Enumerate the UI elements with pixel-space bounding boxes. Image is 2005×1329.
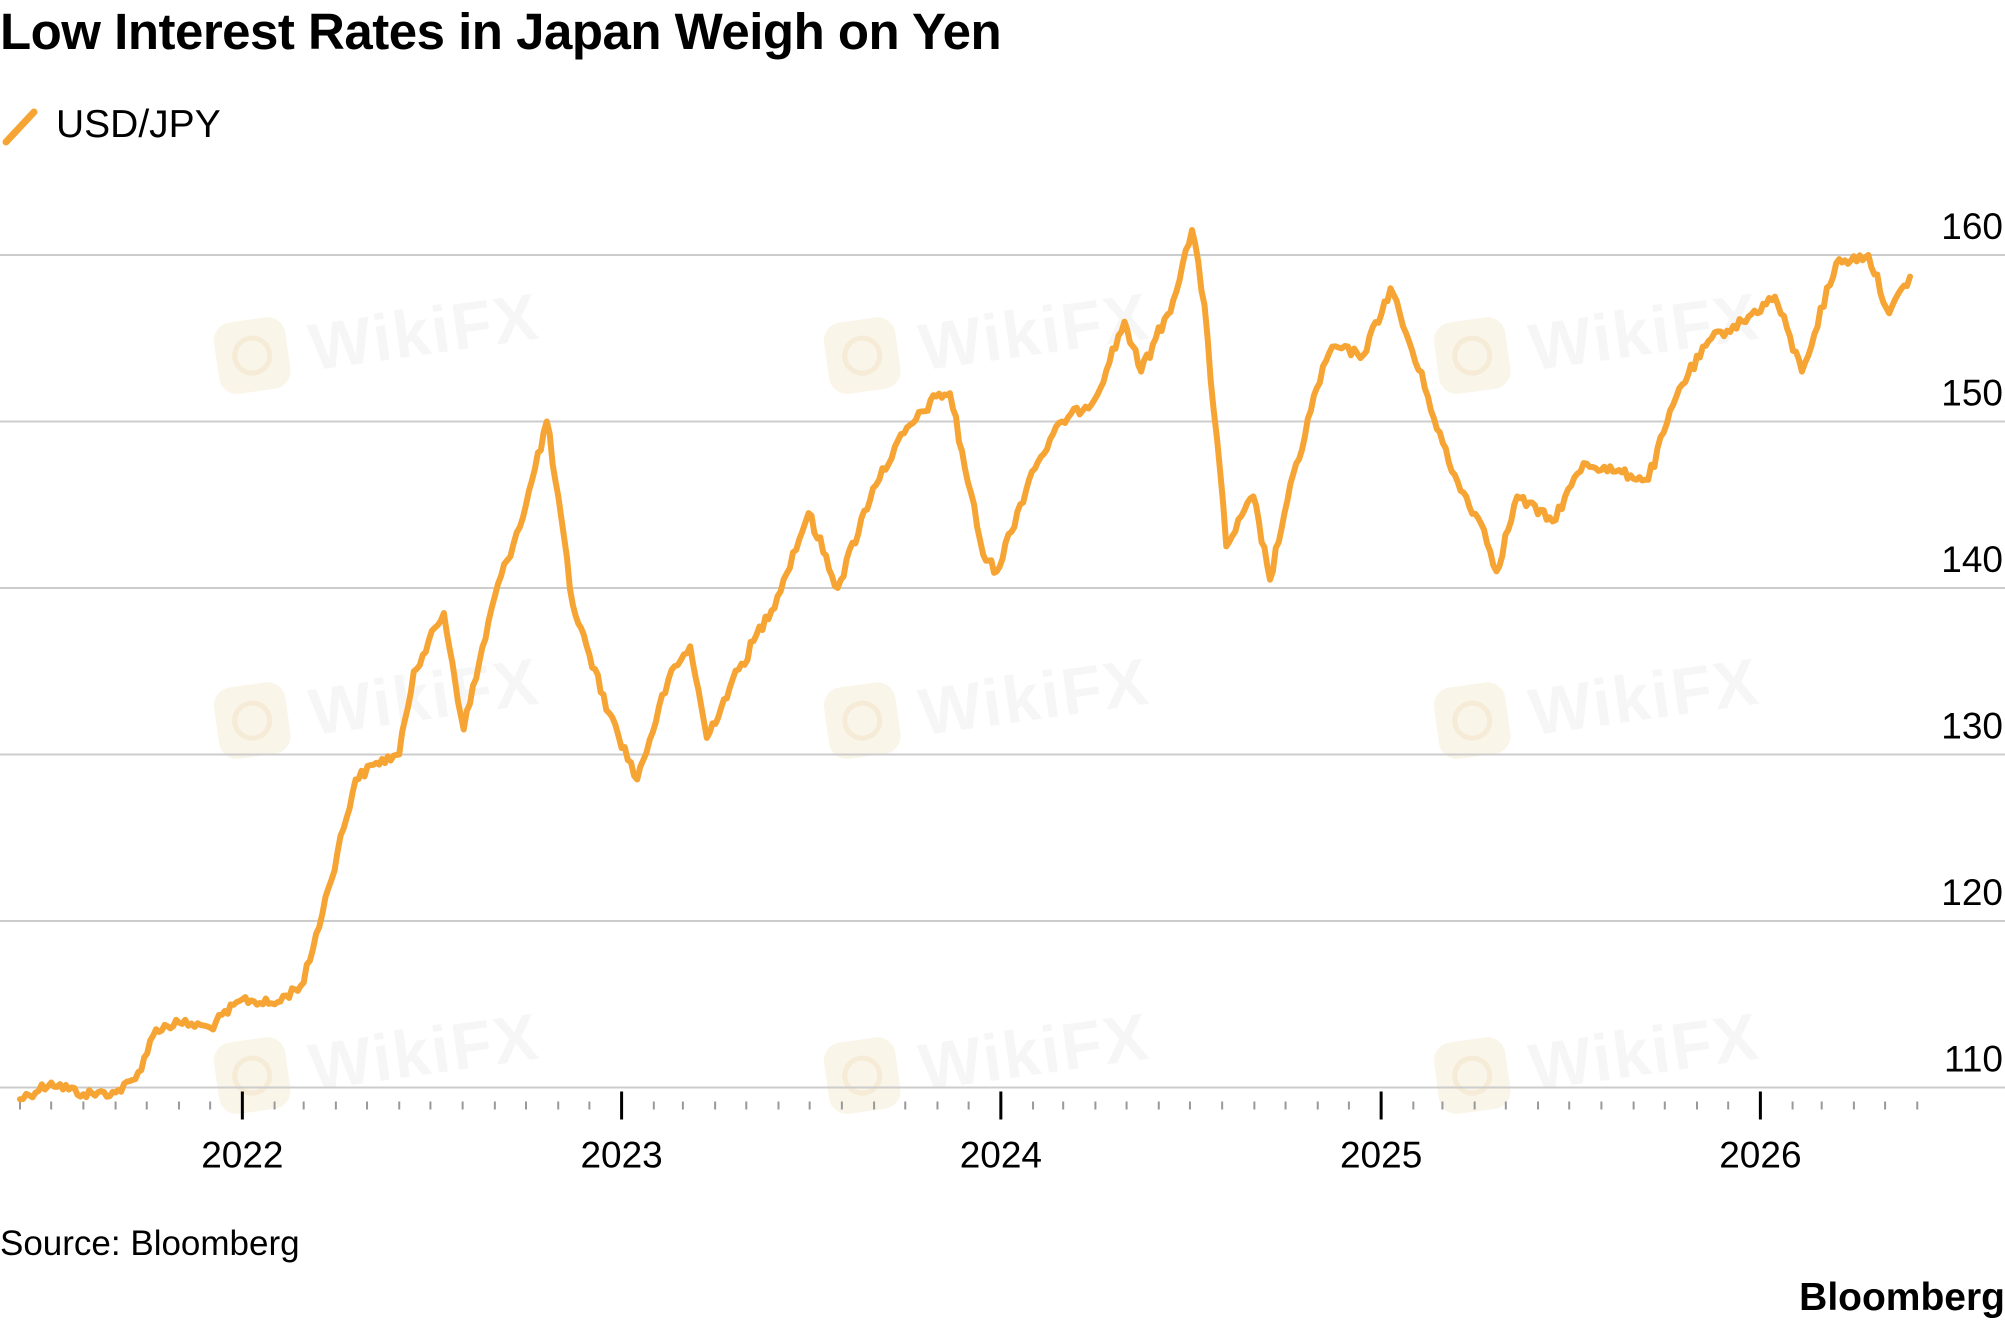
x-tick-label-2022: 2022: [201, 1135, 283, 1176]
y-tick-label-130: 130: [1941, 706, 2003, 747]
y-tick-label-120: 120: [1941, 872, 2003, 913]
series-layer: [17, 227, 1913, 1103]
brand-logo: Bloomberg: [1799, 1276, 2005, 1319]
legend-line-swatch-icon: [2, 108, 38, 146]
y-tick-label-150: 150: [1941, 373, 2003, 414]
chart-title: Low Interest Rates in Japan Weigh on Yen: [0, 3, 1002, 60]
y-tick-label-160: 160: [1941, 206, 2003, 247]
legend-label-usd-jpy: USD/JPY: [56, 103, 221, 146]
legend: USD/JPY: [0, 100, 221, 150]
x-tick-label-2026: 2026: [1719, 1135, 1801, 1176]
x-tick-label-2024: 2024: [960, 1135, 1042, 1176]
y-tick-label-140: 140: [1941, 539, 2003, 580]
series-line-usd-jpy: [17, 227, 1913, 1103]
gridlines: [0, 254, 2005, 1089]
axis-labels: 110 120 130 140 150 160 2022 2023 2024 2025 2026: [201, 206, 2003, 1176]
chart-plot: 110 120 130 140 150 160 2022 2023 2024 2025 2026: [0, 206, 2005, 1176]
source-note: Source: Bloomberg: [0, 1224, 300, 1263]
y-tick-label-110: 110: [1944, 1039, 2003, 1080]
x-tick-label-2025: 2025: [1340, 1135, 1422, 1176]
x-axis: [19, 1091, 1919, 1120]
x-tick-label-2023: 2023: [580, 1135, 662, 1176]
